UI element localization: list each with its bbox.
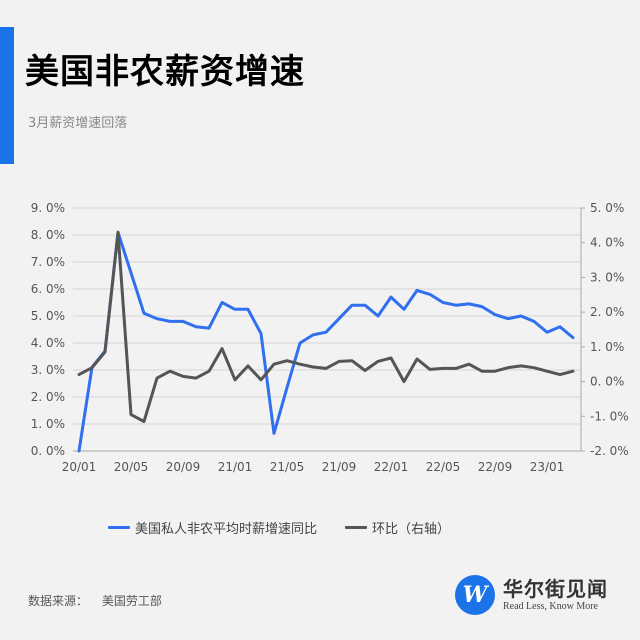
legend-item-yoy: 美国私人非农平均时薪增速同比: [108, 518, 317, 537]
svg-text:4. 0%: 4. 0%: [31, 336, 65, 350]
svg-text:20/01: 20/01: [62, 460, 97, 474]
svg-text:6. 0%: 6. 0%: [31, 282, 65, 296]
svg-text:0. 0%: 0. 0%: [590, 375, 624, 389]
legend-label: 环比（右轴）: [372, 522, 451, 537]
svg-text:3. 0%: 3. 0%: [590, 270, 624, 284]
legend: 美国私人非农平均时薪增速同比 环比（右轴）: [108, 518, 478, 537]
series-yoy-line: [77, 230, 575, 453]
svg-text:21/01: 21/01: [218, 460, 253, 474]
wallstreetcn-logo-icon: W: [455, 575, 495, 615]
svg-text:22/05: 22/05: [426, 460, 461, 474]
svg-text:2. 0%: 2. 0%: [590, 305, 624, 319]
svg-text:22/01: 22/01: [374, 460, 409, 474]
svg-text:-1. 0%: -1. 0%: [590, 409, 629, 423]
svg-text:23/01: 23/01: [530, 460, 565, 474]
legend-swatch-blue: [108, 526, 130, 529]
x-axis: 20/01 20/05 20/09 21/01 21/05 21/09 22/01 22/05…: [62, 460, 565, 474]
brand-slogan: Read Less, Know More: [503, 600, 598, 612]
legend-swatch-gray: [345, 526, 368, 529]
page-subtitle: 3月薪资增速回落: [28, 116, 128, 131]
svg-text:1. 0%: 1. 0%: [590, 340, 624, 354]
source-value: 美国劳工部: [101, 594, 162, 608]
svg-text:-2. 0%: -2. 0%: [590, 444, 629, 458]
series-mom-line: [77, 230, 575, 423]
legend-label: 美国私人非农平均时薪增速同比: [135, 522, 318, 537]
svg-text:22/09: 22/09: [478, 460, 513, 474]
svg-text:21/05: 21/05: [270, 460, 305, 474]
brand-logo: W 华尔街见闻 Read Less, Know More: [455, 575, 608, 615]
svg-text:5. 0%: 5. 0%: [31, 309, 65, 323]
svg-text:20/09: 20/09: [166, 460, 201, 474]
brand-name: 华尔街见闻: [503, 576, 608, 601]
right-axis: -2. 0% -1. 0% 0. 0% 1. 0% 2. 0% 3. 0% 4. 0% 5. …: [580, 201, 629, 458]
svg-text:7. 0%: 7. 0%: [31, 255, 65, 269]
page-title: 美国非农薪资增速: [25, 52, 305, 92]
svg-text:5. 0%: 5. 0%: [590, 201, 624, 215]
line-chart: 0. 0% 1. 0% 2. 0% 3. 0% 4. 0% 5. 0% 6. 0% 7. 0%…: [31, 201, 629, 474]
svg-text:1. 0%: 1. 0%: [31, 417, 65, 431]
series-lines: [77, 230, 575, 453]
source-label: 数据来源：: [28, 594, 89, 608]
svg-text:20/05: 20/05: [114, 460, 149, 474]
svg-text:8. 0%: 8. 0%: [31, 228, 65, 242]
svg-text:4. 0%: 4. 0%: [590, 236, 624, 250]
accent-bar: [0, 27, 14, 164]
svg-text:21/09: 21/09: [322, 460, 357, 474]
left-axis: 0. 0% 1. 0% 2. 0% 3. 0% 4. 0% 5. 0% 6. 0% 7. 0%…: [31, 201, 65, 458]
legend-item-mom: 环比（右轴）: [345, 518, 450, 537]
svg-text:2. 0%: 2. 0%: [31, 390, 65, 404]
svg-text:3. 0%: 3. 0%: [31, 363, 65, 377]
data-source: 数据来源： 美国劳工部: [28, 592, 172, 609]
svg-text:9. 0%: 9. 0%: [31, 201, 65, 215]
svg-text:0. 0%: 0. 0%: [31, 444, 65, 458]
